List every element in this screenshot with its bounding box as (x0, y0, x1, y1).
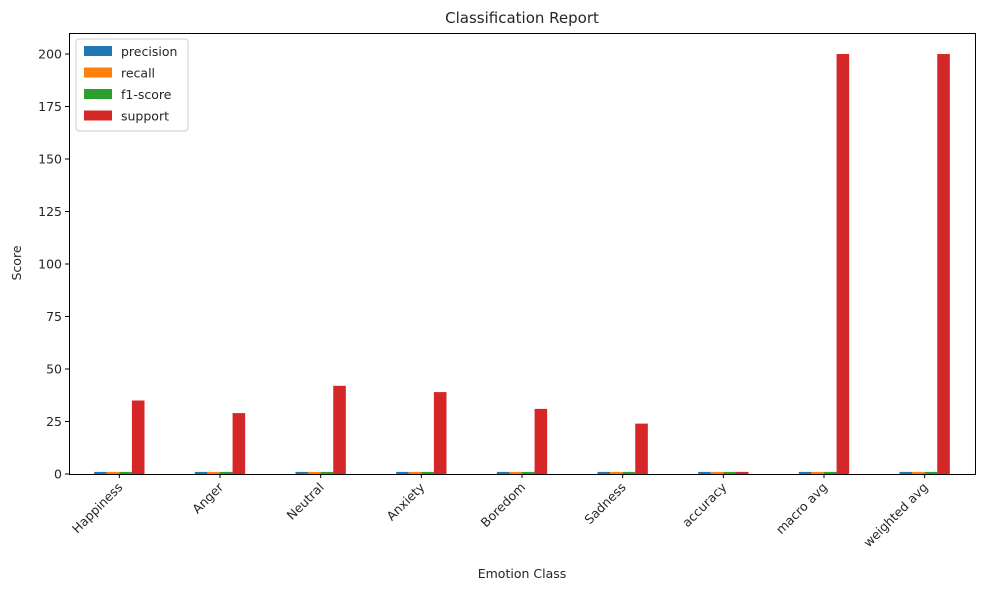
x-tick-label: accuracy (679, 479, 730, 530)
bar-f1-score-macro-avg (824, 471, 837, 474)
x-tick-label: macro avg (773, 480, 830, 537)
y-tick-label: 150 (38, 152, 62, 167)
bar-f1-score-happiness (119, 471, 132, 474)
bar-precision-boredom (496, 471, 510, 474)
y-tick-label: 50 (46, 362, 62, 377)
plot-frame (69, 33, 976, 475)
bar-recall-weighted-avg (912, 471, 925, 474)
legend-label-support: support (121, 109, 169, 124)
bar-recall-anger (207, 471, 220, 474)
legend-swatch-precision (84, 46, 112, 56)
x-tick-label: Sadness (581, 480, 628, 527)
y-tick-label: 75 (46, 309, 62, 324)
legend-box (75, 38, 189, 132)
x-tick-label: Anger (189, 479, 227, 517)
bar-support-happiness (131, 400, 145, 474)
x-tick-label: Boredom (478, 480, 529, 531)
bar-precision-neutral (295, 471, 309, 474)
legend-swatch-f1-score (84, 89, 112, 99)
bar-support-macro-avg (836, 54, 850, 474)
y-tick-label: 125 (38, 204, 62, 219)
bar-recall-neutral (308, 471, 321, 474)
bar-f1-score-weighted-avg (924, 471, 938, 474)
legend-label-recall: recall (121, 66, 155, 81)
y-tick-label: 200 (38, 47, 62, 62)
bar-f1-score-accuracy (723, 471, 736, 474)
y-axis-label: Score (9, 245, 24, 280)
y-tick-label: 25 (46, 414, 62, 429)
legend-label-precision: precision (121, 44, 177, 59)
bar-support-weighted-avg (937, 54, 950, 474)
bar-f1-score-sadness (622, 471, 636, 474)
bar-support-anxiety (433, 392, 447, 474)
y-tick-label: 175 (38, 99, 62, 114)
bar-recall-boredom (509, 471, 522, 474)
bar-precision-accuracy (698, 471, 711, 474)
legend: precision recall f1-score support (75, 38, 189, 132)
bar-f1-score-boredom (522, 471, 535, 474)
bar-recall-happiness (106, 471, 120, 474)
bar-f1-score-neutral (320, 471, 334, 474)
x-tick-label: Neutral (284, 480, 327, 523)
bar-precision-anger (194, 471, 208, 474)
y-tick-label: 0 (54, 467, 62, 482)
bar-support-sadness (635, 423, 648, 474)
bar-f1-score-anger (220, 471, 233, 474)
bar-precision-sadness (597, 471, 611, 474)
chart-title: Classification Report (445, 9, 599, 27)
x-tick-label: weighted avg (860, 480, 931, 551)
legend-label-f1-score: f1-score (121, 87, 172, 102)
bar-recall-sadness (610, 471, 623, 474)
x-tick-label: Happiness (69, 480, 126, 537)
bar-recall-macro-avg (811, 471, 824, 474)
bar-support-accuracy (735, 471, 749, 474)
y-axis: 0 25 50 75 100 125 150 175 200 (38, 47, 69, 482)
bar-precision-macro-avg (798, 471, 812, 474)
bar-precision-anxiety (396, 471, 409, 474)
y-tick-label: 100 (38, 257, 62, 272)
bar-support-boredom (534, 408, 548, 474)
bar-precision-happiness (94, 471, 107, 474)
bar-f1-score-anxiety (421, 471, 434, 474)
x-tick-label: Anxiety (383, 479, 428, 524)
bar-precision-weighted-avg (899, 471, 913, 474)
bar-support-neutral (333, 385, 346, 474)
bar-recall-accuracy (710, 471, 724, 474)
legend-swatch-recall (84, 67, 112, 78)
legend-swatch-support (84, 110, 112, 121)
bar-recall-anxiety (408, 471, 422, 474)
bar-support-anger (232, 413, 246, 474)
x-axis-label: Emotion Class (478, 566, 567, 581)
x-axis: Happiness Anger Neutral Anxiety Boredom Sadne… (69, 474, 931, 550)
bars-layer (94, 54, 950, 474)
